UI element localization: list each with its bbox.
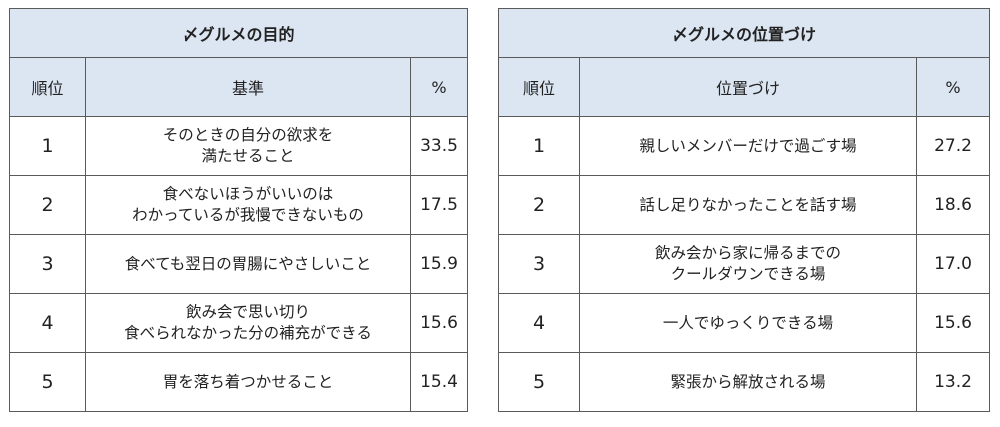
- percent-value: 33.5: [410, 116, 468, 176]
- column-header-criteria: 基準: [85, 57, 411, 117]
- rank-number: 5: [9, 352, 86, 412]
- rank-number: 3: [498, 234, 580, 294]
- rank-number: 3: [9, 234, 86, 294]
- criteria-text: 胃を落ち着つかせること: [85, 352, 411, 412]
- table-row: 1 そのときの自分の欲求を 満たせること 33.5: [9, 116, 468, 176]
- positioning-text: 飲み会から家に帰るまでの クールダウンできる場: [579, 234, 917, 294]
- percent-value: 15.6: [410, 293, 468, 353]
- percent-value: 17.0: [915, 234, 991, 294]
- percent-value: 17.5: [410, 175, 468, 235]
- positioning-text: 緊張から解放される場: [579, 352, 917, 412]
- criteria-text: 食べないほうがいいのは わかっているが我慢できないもの: [85, 175, 411, 235]
- percent-value: 27.2: [915, 116, 991, 176]
- table-row: 4 飲み会で思い切り 食べられなかった分の補充ができる 15.6: [9, 293, 468, 353]
- table-row: 3 飲み会から家に帰るまでの クールダウンできる場 17.0: [498, 234, 991, 294]
- table-row: 2 食べないほうがいいのは わかっているが我慢できないもの 17.5: [9, 175, 468, 235]
- table-row: 3 食べても翌日の胃腸にやさしいこと 15.9: [9, 234, 468, 294]
- table-title: 〆グルメの位置づけ: [497, 8, 991, 58]
- rank-number: 1: [498, 116, 580, 176]
- column-header-percent: %: [410, 57, 468, 117]
- percent-value: 15.4: [410, 352, 468, 412]
- positioning-text: 一人でゆっくりできる場: [579, 293, 917, 353]
- rank-number: 4: [9, 293, 86, 353]
- criteria-text: 食べても翌日の胃腸にやさしいこと: [85, 234, 411, 294]
- column-header-rank: 順位: [9, 57, 86, 117]
- table-row: 4 一人でゆっくりできる場 15.6: [498, 293, 991, 353]
- rank-number: 5: [498, 352, 580, 412]
- column-header-positioning: 位置づけ: [579, 57, 917, 117]
- column-header-percent: %: [915, 57, 991, 117]
- positioning-table: 〆グルメの位置づけ 順位 位置づけ % 1 親しいメンバーだけで過ごす場 27.…: [497, 8, 991, 412]
- positioning-text: 話し足りなかったことを話す場: [579, 175, 917, 235]
- rank-number: 1: [9, 116, 86, 176]
- rank-number: 4: [498, 293, 580, 353]
- rank-number: 2: [9, 175, 86, 235]
- purpose-table: 〆グルメの目的 順位 基準 % 1 そのときの自分の欲求を 満たせること 33.…: [9, 8, 468, 412]
- positioning-text: 親しいメンバーだけで過ごす場: [579, 116, 917, 176]
- table-row: 1 親しいメンバーだけで過ごす場 27.2: [498, 116, 991, 176]
- table-title: 〆グルメの目的: [9, 8, 468, 58]
- percent-value: 15.9: [410, 234, 468, 294]
- criteria-text: そのときの自分の欲求を 満たせること: [85, 116, 411, 176]
- percent-value: 15.6: [915, 293, 991, 353]
- table-row: 5 緊張から解放される場 13.2: [498, 352, 991, 412]
- percent-value: 18.6: [915, 175, 991, 235]
- column-header-rank: 順位: [498, 57, 580, 117]
- criteria-text: 飲み会で思い切り 食べられなかった分の補充ができる: [85, 293, 411, 353]
- table-row: 2 話し足りなかったことを話す場 18.6: [498, 175, 991, 235]
- rank-number: 2: [498, 175, 580, 235]
- percent-value: 13.2: [915, 352, 991, 412]
- table-row: 5 胃を落ち着つかせること 15.4: [9, 352, 468, 412]
